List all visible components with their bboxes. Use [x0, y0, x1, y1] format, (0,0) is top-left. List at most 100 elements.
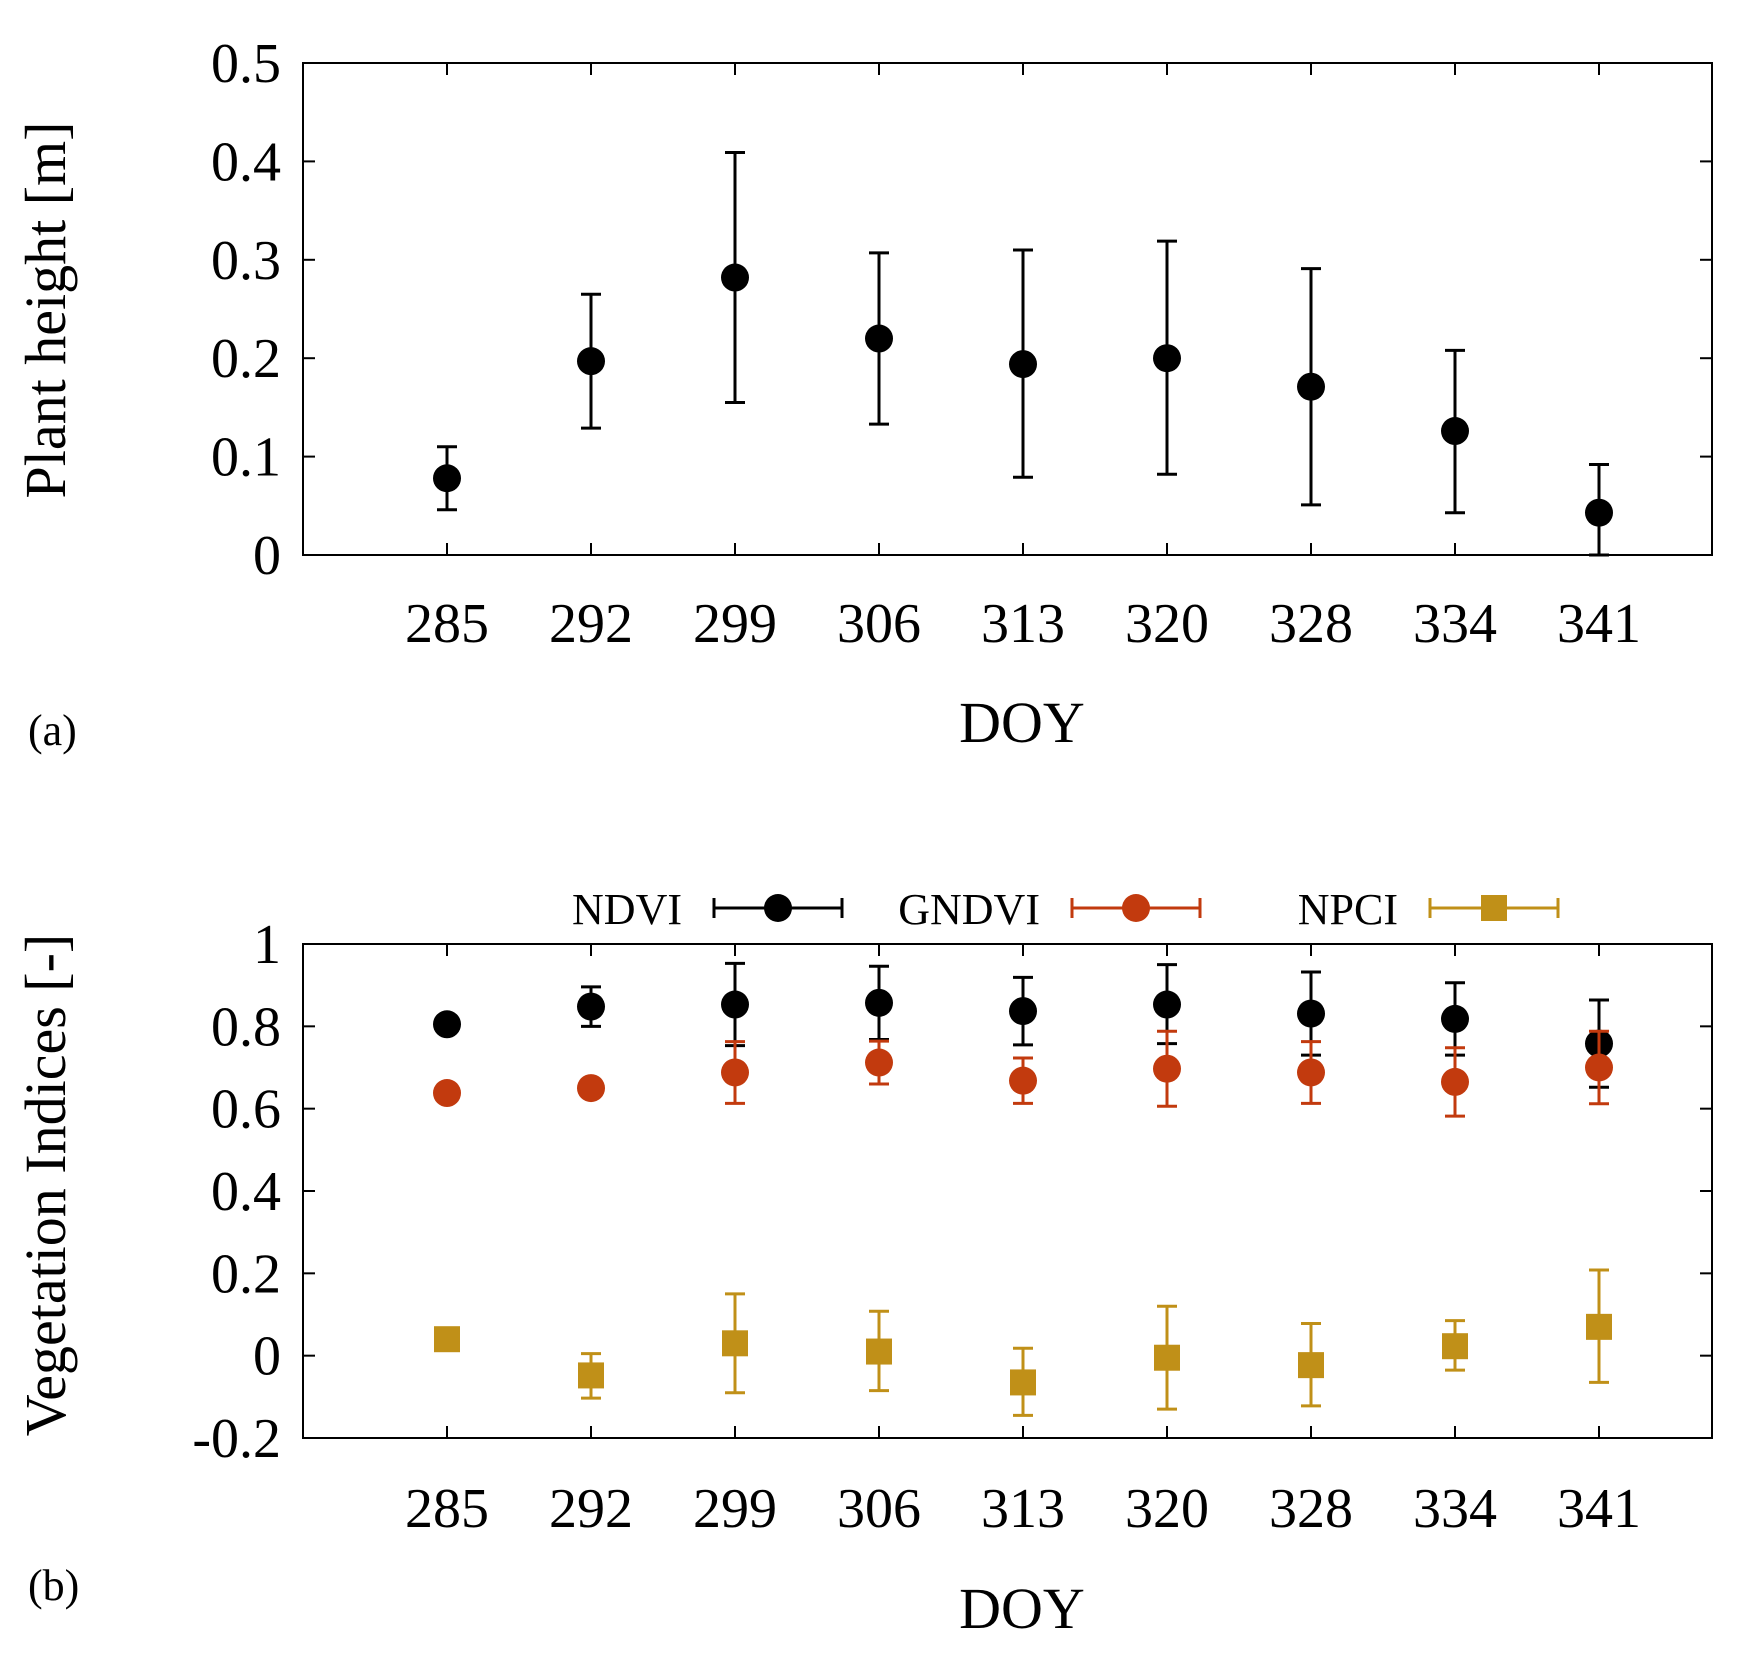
series-0-data-point: [1585, 498, 1613, 527]
npci-data-point: [1586, 1313, 1612, 1340]
panel-a-data-marks: [433, 151, 1613, 557]
panel-b-y-axis-title: Vegetation Indices [-]: [13, 934, 78, 1436]
legend-label-ndvi: NDVI: [572, 885, 682, 934]
panel-a-x-tick-label: 285: [405, 593, 489, 655]
panel-b-x-tick-label: 306: [837, 1478, 921, 1540]
panel-a-y-tick-label: 0.3: [211, 230, 281, 292]
ndvi-data-point: [577, 992, 605, 1021]
series-0-data-point: [577, 347, 605, 376]
panel-b-label: (b): [28, 1561, 79, 1610]
npci-data-point: [578, 1362, 604, 1389]
panel-b-y-tick-label: 0: [253, 1326, 281, 1388]
panel-b-x-tick-label: 341: [1557, 1478, 1641, 1540]
panel-a-y-tick-label: 0.1: [211, 427, 281, 489]
panel-a-axes-box: [302, 62, 1713, 556]
series-0-data-point: [1297, 372, 1325, 401]
ndvi-data-point: [1009, 997, 1037, 1026]
npci-data-point: [722, 1330, 748, 1357]
gndvi-data-point: [1441, 1067, 1469, 1096]
gndvi-data-point: [1585, 1053, 1613, 1082]
panel-a-series-series-0: [433, 151, 1613, 557]
gndvi-data-point: [1009, 1066, 1037, 1095]
panel-b-x-tick-label: 292: [549, 1478, 633, 1540]
ndvi-data-point: [1297, 999, 1325, 1028]
panel-a-plot-frame: [302, 62, 1713, 556]
npci-data-point: [1010, 1369, 1036, 1396]
panel-a-y-tick-label: 0.2: [211, 328, 281, 390]
ndvi-data-point: [433, 1010, 461, 1039]
panel-b-x-tick-label: 313: [981, 1478, 1065, 1540]
panel-b-x-axis-title: DOY: [959, 1576, 1085, 1641]
legend-sample-ndvi: [712, 894, 844, 922]
series-0-data-point: [1153, 344, 1181, 373]
panel-a-x-tick-label: 341: [1557, 593, 1641, 655]
panel-a-y-tick-label: 0.5: [211, 33, 281, 95]
legend-entry-gndvi: GNDVI: [898, 885, 1202, 934]
panel-b-x-tick-label: 328: [1269, 1478, 1353, 1540]
panel-a-label: (a): [28, 706, 77, 755]
panel-a-y-tick-label: 0: [253, 525, 281, 587]
panel-a-x-axis-ticks: 285 292 299 306 313 320 328 334 341: [405, 63, 1641, 655]
gndvi-data-point: [1153, 1054, 1181, 1083]
legend-label-npci: NPCI: [1298, 885, 1398, 934]
legend-ndvi-marker: [764, 894, 792, 922]
series-0-data-point: [1441, 417, 1469, 446]
legend-sample-gndvi: [1070, 894, 1202, 922]
panel-b-x-tick-label: 299: [693, 1478, 777, 1540]
panel-b-series-npci: [434, 1268, 1612, 1417]
panel-a-y-axis-ticks: 0 0.1 0.2 0.3 0.4 0.5: [211, 33, 1712, 587]
gndvi-data-point: [721, 1058, 749, 1087]
panel-a-plant-height: 0 0.1 0.2 0.3 0.4 0.5 285 292 299 306 313 320 328 33…: [13, 33, 1713, 755]
gndvi-data-point: [433, 1079, 461, 1108]
npci-data-point: [866, 1338, 892, 1365]
panel-b-y-tick-label: 1: [253, 914, 281, 976]
gndvi-data-point: [1297, 1058, 1325, 1087]
panel-b-vegetation-indices: -0.2 0 0.2 0.4 0.6 0.8 1 285 292 299 306 313 320 328…: [13, 885, 1713, 1641]
panel-a-x-tick-label: 313: [981, 593, 1065, 655]
legend-gndvi-marker: [1122, 894, 1150, 922]
legend-sample-npci: [1428, 895, 1560, 921]
panel-b-y-tick-label: 0.2: [211, 1243, 281, 1305]
gndvi-data-point: [577, 1074, 605, 1103]
series-0-data-point: [721, 263, 749, 292]
npci-data-point: [1154, 1344, 1180, 1371]
ndvi-data-point: [721, 990, 749, 1019]
panel-b-x-tick-label: 334: [1413, 1478, 1497, 1540]
ndvi-data-point: [865, 988, 893, 1017]
panel-b-x-axis-ticks: 285 292 299 306 313 320 328 334 341: [405, 944, 1641, 1540]
panel-a-x-tick-label: 334: [1413, 593, 1497, 655]
panel-b-data-marks: [433, 961, 1613, 1417]
panel-a-y-tick-label: 0.4: [211, 131, 281, 193]
panel-b-y-tick-label: 0.8: [211, 996, 281, 1058]
panel-a-x-axis-title: DOY: [959, 690, 1085, 755]
panel-a-y-axis-title: Plant height [m]: [13, 122, 78, 499]
panel-a-x-tick-label: 328: [1269, 593, 1353, 655]
panel-b-x-tick-label: 285: [405, 1478, 489, 1540]
legend-npci-marker: [1481, 895, 1507, 921]
series-0-data-point: [433, 464, 461, 493]
panel-b-y-tick-label: -0.2: [192, 1408, 281, 1470]
npci-data-point: [1442, 1333, 1468, 1360]
panel-a-x-tick-label: 299: [693, 593, 777, 655]
panel-b-series-gndvi: [433, 1029, 1613, 1118]
legend-entry-npci: NPCI: [1298, 885, 1560, 934]
panel-a-x-tick-label: 292: [549, 593, 633, 655]
series-0-data-point: [865, 324, 893, 353]
panel-b-series-ndvi: [433, 961, 1613, 1089]
legend-entry-ndvi: NDVI: [572, 885, 844, 934]
ndvi-data-point: [1153, 990, 1181, 1019]
panel-a-x-tick-label: 306: [837, 593, 921, 655]
panel-b-y-tick-label: 0.4: [211, 1161, 281, 1223]
npci-data-point: [1298, 1352, 1324, 1379]
panel-b-legend: NDVI GNDVI NPCI: [572, 885, 1560, 934]
gndvi-data-point: [865, 1048, 893, 1077]
ndvi-data-point: [1441, 1004, 1469, 1033]
panel-b-y-tick-label: 0.6: [211, 1079, 281, 1141]
panel-b-y-axis-ticks: -0.2 0 0.2 0.4 0.6 0.8 1: [192, 914, 1712, 1470]
series-0-data-point: [1009, 350, 1037, 379]
npci-data-point: [434, 1326, 460, 1353]
panel-b-x-tick-label: 320: [1125, 1478, 1209, 1540]
legend-label-gndvi: GNDVI: [898, 885, 1040, 934]
